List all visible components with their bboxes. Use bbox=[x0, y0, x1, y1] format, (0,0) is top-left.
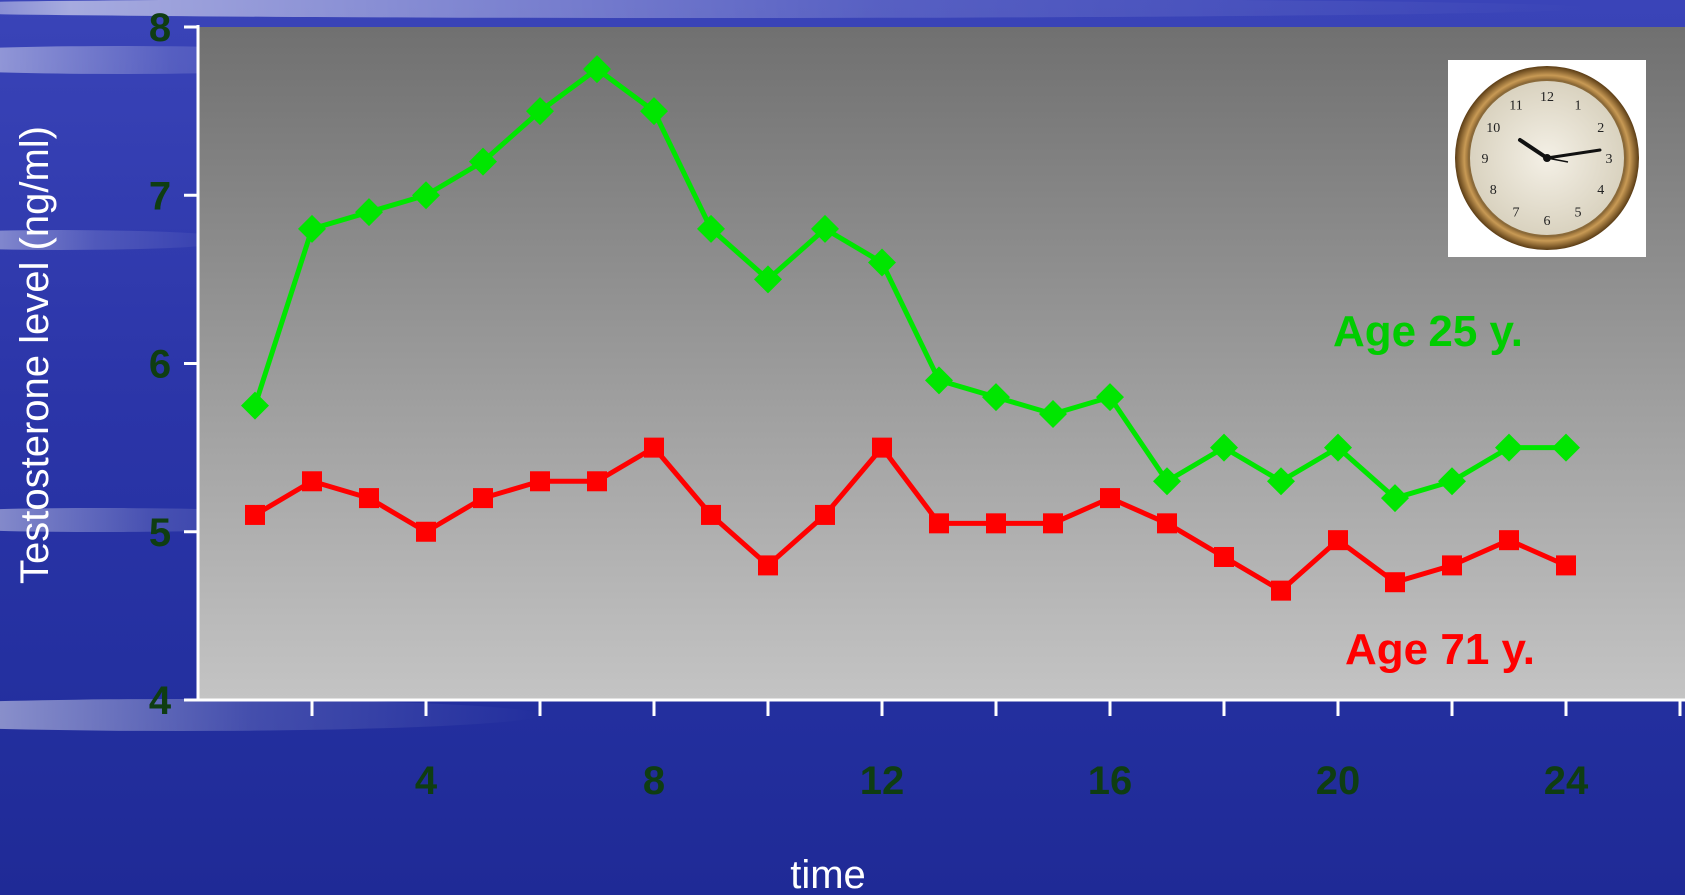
svg-text:7: 7 bbox=[1513, 206, 1520, 221]
y-tick-label: 8 bbox=[149, 6, 171, 50]
series-markers bbox=[241, 55, 1580, 601]
x-tick-label: 20 bbox=[1316, 759, 1361, 803]
data-point-age-25 bbox=[1495, 433, 1523, 462]
y-tick-label: 6 bbox=[149, 343, 171, 387]
series-label-age-71: Age 71 y. bbox=[1345, 625, 1535, 674]
data-point-age-71 bbox=[359, 488, 379, 509]
svg-text:3: 3 bbox=[1606, 152, 1613, 167]
y-tick-label: 4 bbox=[149, 679, 172, 723]
data-point-age-25 bbox=[412, 181, 440, 210]
data-point-age-71 bbox=[1100, 488, 1120, 509]
background-streaks bbox=[0, 0, 1600, 731]
data-point-age-25 bbox=[754, 265, 782, 294]
data-point-age-71 bbox=[986, 513, 1006, 534]
data-point-age-71 bbox=[758, 555, 778, 576]
data-point-age-71 bbox=[929, 513, 949, 534]
svg-text:10: 10 bbox=[1486, 121, 1500, 136]
data-point-age-25 bbox=[469, 147, 497, 176]
x-tick-label: 4 bbox=[415, 759, 438, 803]
svg-text:2: 2 bbox=[1597, 121, 1604, 136]
data-point-age-25 bbox=[1153, 467, 1181, 496]
data-point-age-25 bbox=[298, 214, 326, 243]
data-point-age-71 bbox=[1157, 513, 1177, 534]
data-point-age-71 bbox=[587, 471, 607, 492]
svg-text:4: 4 bbox=[1597, 183, 1604, 198]
x-tick-label: 8 bbox=[643, 759, 665, 803]
data-point-age-71 bbox=[416, 521, 436, 542]
data-point-age-25 bbox=[1096, 383, 1124, 412]
data-point-age-25 bbox=[1552, 433, 1580, 462]
data-point-age-25 bbox=[697, 214, 725, 243]
x-tick-label: 16 bbox=[1088, 759, 1133, 803]
plot-area bbox=[198, 27, 1685, 700]
svg-text:1: 1 bbox=[1575, 98, 1582, 113]
svg-text:8: 8 bbox=[1490, 183, 1497, 198]
y-tick-label: 5 bbox=[149, 511, 171, 555]
data-point-age-71 bbox=[1328, 530, 1348, 551]
series-label-age-25: Age 25 y. bbox=[1333, 307, 1523, 356]
data-point-age-71 bbox=[1556, 555, 1576, 576]
data-point-age-71 bbox=[1214, 546, 1234, 567]
data-point-age-25 bbox=[1324, 433, 1352, 462]
series-line-age-25 bbox=[252, 66, 1566, 501]
data-point-age-25 bbox=[1210, 433, 1238, 462]
x-tick-label: 12 bbox=[860, 759, 905, 803]
data-point-age-25 bbox=[868, 248, 896, 277]
data-point-age-25 bbox=[1267, 467, 1295, 496]
data-point-age-25 bbox=[1039, 399, 1067, 428]
y-axis-ticks: 4 5 6 7 8 bbox=[149, 6, 198, 723]
data-point-age-25 bbox=[1438, 467, 1466, 496]
x-axis-ticks: 4 8 12 16 20 24 bbox=[310, 700, 1682, 803]
data-point-age-71 bbox=[245, 504, 265, 525]
data-point-age-71 bbox=[302, 471, 322, 492]
data-point-age-25 bbox=[1381, 484, 1409, 513]
svg-text:5: 5 bbox=[1575, 206, 1582, 221]
data-point-age-25 bbox=[925, 366, 953, 395]
data-point-age-25 bbox=[355, 198, 383, 227]
data-point-age-71 bbox=[530, 471, 550, 492]
y-tick-label: 7 bbox=[149, 174, 171, 218]
y-axis-title: Testosterone level (ng/ml) bbox=[13, 126, 57, 584]
data-point-age-25 bbox=[982, 383, 1010, 412]
data-point-age-25 bbox=[640, 97, 668, 126]
data-point-age-25 bbox=[583, 55, 611, 84]
x-axis-title: time bbox=[790, 853, 866, 895]
svg-text:6: 6 bbox=[1544, 214, 1551, 229]
data-point-age-25 bbox=[526, 97, 554, 126]
data-point-age-71 bbox=[815, 504, 835, 525]
data-point-age-71 bbox=[1442, 555, 1462, 576]
data-point-age-71 bbox=[1043, 513, 1063, 534]
data-point-age-71 bbox=[473, 488, 493, 509]
data-point-age-71 bbox=[1385, 572, 1405, 593]
data-point-age-71 bbox=[644, 437, 664, 458]
data-point-age-25 bbox=[241, 391, 269, 420]
svg-text:9: 9 bbox=[1482, 152, 1489, 167]
svg-text:11: 11 bbox=[1509, 98, 1522, 113]
x-tick-label: 24 bbox=[1544, 759, 1589, 803]
data-point-age-25 bbox=[811, 214, 839, 243]
svg-text:12: 12 bbox=[1540, 90, 1554, 105]
data-point-age-71 bbox=[872, 437, 892, 458]
data-point-age-71 bbox=[1499, 530, 1519, 551]
data-point-age-71 bbox=[701, 504, 721, 525]
data-point-age-71 bbox=[1271, 580, 1291, 601]
